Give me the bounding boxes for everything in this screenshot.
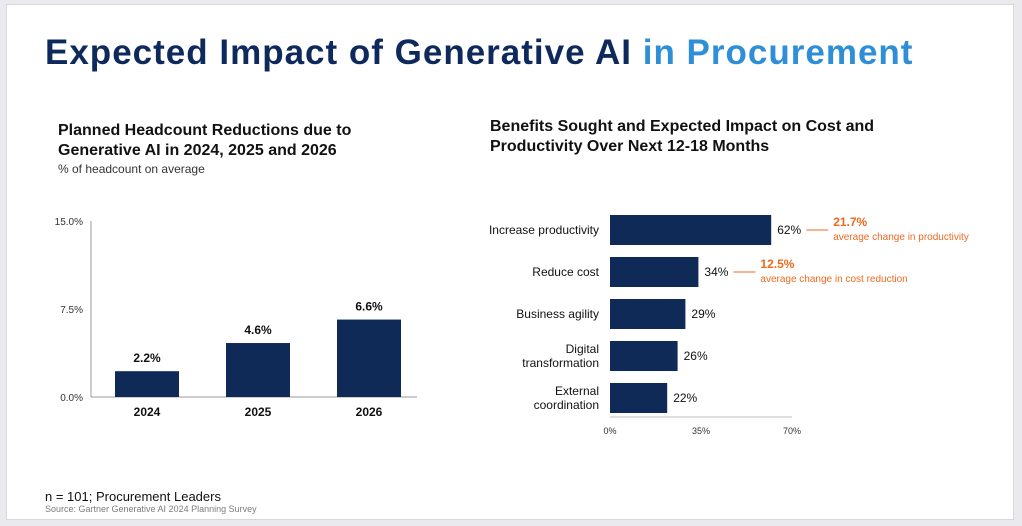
data-label: 34% bbox=[704, 265, 728, 279]
data-label: 26% bbox=[684, 349, 708, 363]
category-label: transformation bbox=[522, 356, 599, 370]
x-tick-label: 35% bbox=[692, 426, 710, 436]
bar-2024 bbox=[115, 371, 179, 397]
y-tick-label: 15.0% bbox=[55, 217, 83, 228]
data-label: 2.2% bbox=[133, 351, 161, 365]
bar-2026 bbox=[337, 319, 401, 397]
annotation-value: 12.5% bbox=[760, 257, 794, 271]
headcount-chart-subtitle: % of headcount on average bbox=[58, 162, 205, 176]
annotation-label: average change in cost reduction bbox=[760, 274, 907, 285]
category-label: External bbox=[555, 384, 599, 398]
benefits-bar-chart: 62% Increase productivity 34% Reduce cost 29… bbox=[489, 215, 969, 436]
slide: Expected Impact of Generative AI in Proc… bbox=[6, 4, 1014, 520]
data-label: 6.6% bbox=[355, 300, 383, 314]
category-label: Digital bbox=[566, 342, 599, 356]
x-tick-label: 2024 bbox=[134, 405, 161, 419]
y-tick-label: 0.0% bbox=[60, 393, 83, 404]
annotation-value: 21.7% bbox=[833, 215, 867, 229]
bar-increase-productivity bbox=[610, 215, 772, 245]
category-label: Increase productivity bbox=[489, 223, 599, 237]
source-note: Source: Gartner Generative AI 2024 Plann… bbox=[45, 504, 257, 514]
data-label: 29% bbox=[691, 307, 715, 321]
category-label: coordination bbox=[534, 398, 599, 412]
data-label: 22% bbox=[673, 391, 697, 405]
bar-digital-transformation bbox=[610, 341, 678, 371]
annotation-label: average change in productivity bbox=[833, 232, 969, 243]
title-main: Expected Impact of Generative AI bbox=[45, 33, 632, 72]
data-label: 62% bbox=[777, 223, 801, 237]
headcount-bar-chart: 0.0% 7.5% 15.0% 2.2% 2024 4.6% 2025 6.6% 2026 bbox=[55, 217, 417, 419]
bar-2025 bbox=[226, 343, 290, 397]
title-accent: in Procurement bbox=[642, 33, 914, 72]
benefits-chart-title: Benefits Sought and Expected Impact on C… bbox=[490, 118, 875, 155]
page-title: Expected Impact of Generative AI in Proc… bbox=[45, 33, 913, 73]
category-label: Business agility bbox=[516, 307, 599, 321]
x-tick-label: 2026 bbox=[356, 405, 383, 419]
x-tick-label: 2025 bbox=[245, 405, 272, 419]
category-label: Reduce cost bbox=[532, 265, 599, 279]
bar-business-agility bbox=[610, 299, 686, 329]
x-tick-label: 70% bbox=[783, 426, 801, 436]
footnote: n = 101; Procurement Leaders bbox=[45, 489, 221, 504]
bar-external-coordination bbox=[610, 383, 668, 413]
x-tick-label: 0% bbox=[603, 426, 616, 436]
y-tick-label: 7.5% bbox=[60, 305, 83, 316]
bar-reduce-cost bbox=[610, 257, 699, 287]
data-label: 4.6% bbox=[244, 323, 272, 337]
headcount-chart-title: Planned Headcount Reductions due to Gene… bbox=[58, 122, 352, 159]
